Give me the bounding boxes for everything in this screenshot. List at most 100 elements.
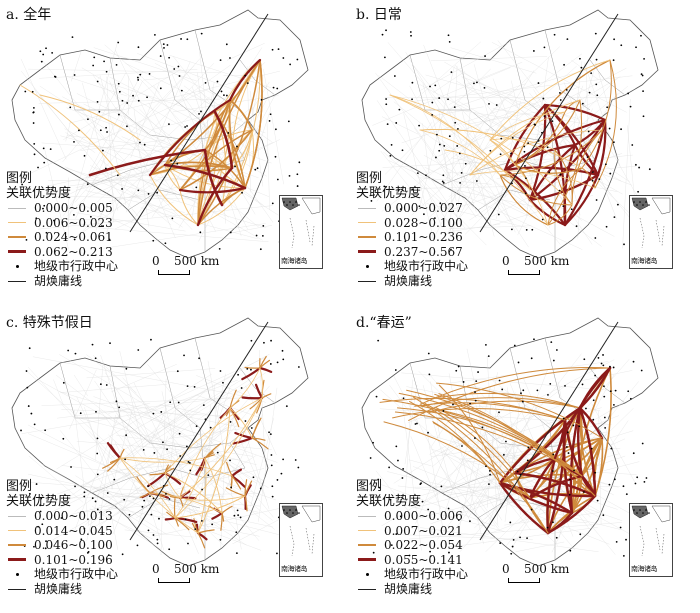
panel-title: a. 全年 — [6, 7, 52, 23]
legend-line-symbol — [6, 538, 28, 552]
city-dot — [103, 60, 105, 63]
flow-line — [109, 444, 122, 460]
city-dot — [641, 442, 644, 445]
flow-line — [489, 139, 516, 166]
flow-line — [573, 143, 600, 177]
city-dot — [223, 94, 225, 97]
city-dot — [602, 364, 605, 367]
city-dot — [268, 431, 270, 434]
city-dot — [427, 508, 430, 511]
flow-line — [196, 166, 234, 227]
city-dot — [484, 55, 486, 57]
legend-line-symbol — [356, 230, 378, 244]
legend-class-row: 0.000~0.027 — [356, 201, 468, 216]
legend-line-symbol — [6, 553, 28, 567]
city-dot — [35, 217, 38, 220]
city-dot — [93, 56, 96, 59]
city-dot — [454, 121, 457, 124]
city-dot — [269, 363, 272, 365]
city-dot — [408, 554, 411, 557]
city-dot — [150, 513, 153, 516]
city-dot — [477, 371, 479, 373]
scale-zero: 0 — [152, 562, 160, 576]
inset-label: 南海诸岛 — [281, 257, 308, 265]
city-dot — [458, 152, 461, 155]
city-dot — [418, 124, 421, 127]
city-dot — [176, 370, 179, 373]
flow-line — [229, 407, 253, 439]
city-dot — [73, 74, 76, 76]
flow-line — [547, 407, 581, 534]
city-dot — [256, 167, 259, 170]
city-dot — [489, 149, 492, 152]
flow-line — [434, 393, 596, 497]
flow-line — [203, 148, 224, 207]
city-dot — [401, 149, 404, 152]
city-dot — [94, 500, 97, 503]
city-dot — [124, 458, 127, 461]
city-dot — [581, 383, 584, 386]
city-dot — [183, 354, 185, 357]
city-dot — [390, 544, 393, 547]
flow-line — [469, 99, 581, 176]
city-dot — [594, 32, 597, 35]
city-dot — [608, 483, 611, 486]
flow-line — [19, 84, 121, 176]
city-dot — [377, 339, 380, 342]
city-dot — [483, 86, 486, 89]
city-dot — [105, 70, 108, 73]
city-dot — [383, 185, 386, 188]
legend-class-label: 0.024~0.061 — [34, 230, 113, 244]
city-dot — [62, 437, 65, 440]
city-dot — [411, 98, 413, 101]
legend-class-row: 0.062~0.213 — [6, 245, 118, 260]
city-dot — [171, 217, 174, 220]
city-dot — [200, 32, 203, 35]
city-dot — [642, 90, 644, 93]
legend-class-label: 0.006~0.023 — [34, 215, 113, 230]
city-dot — [559, 173, 562, 176]
city-dot — [469, 520, 471, 523]
city-dot — [532, 50, 535, 52]
city-dot — [32, 122, 35, 124]
legend-line-symbol — [6, 524, 28, 538]
legend-hu-label: 胡焕庸线 — [34, 581, 83, 596]
flow-line — [119, 457, 233, 477]
map-panel-3: c. 特殊节假日 图例 关联优势度 0.000~0.013 0.014~0.045 0.0… — [0, 308, 345, 610]
city-dot — [632, 452, 635, 455]
city-dot — [622, 485, 625, 488]
city-dot — [632, 360, 635, 363]
city-dot — [590, 447, 593, 450]
flow-line — [136, 476, 151, 494]
city-dot — [178, 432, 181, 435]
city-dot — [220, 90, 223, 93]
city-dot — [229, 459, 231, 462]
city-dot — [137, 349, 140, 351]
city-dot — [219, 59, 222, 62]
flow-map — [361, 9, 659, 259]
city-dot — [268, 120, 271, 122]
flow-line — [554, 149, 573, 206]
city-dot — [277, 48, 280, 50]
city-dot — [227, 132, 230, 134]
city-dot — [271, 48, 274, 51]
city-dot — [21, 183, 24, 186]
flow-line — [204, 452, 214, 459]
legend-hu-row: 胡焕庸线 — [356, 274, 468, 289]
city-dot — [580, 66, 583, 69]
city-dot — [552, 453, 555, 456]
city-dot — [125, 367, 128, 370]
city-dot — [123, 498, 126, 501]
scale-distance: 500 km — [174, 562, 220, 576]
city-dot — [104, 167, 107, 170]
legend-class-row: 0.055~0.141 — [356, 553, 468, 568]
scale-zero: 0 — [502, 562, 510, 576]
south-china-sea-inset: 南海诸岛 — [279, 503, 323, 577]
flow-line — [229, 407, 240, 428]
city-dot — [136, 76, 139, 79]
city-dot — [106, 131, 108, 133]
city-dot — [137, 79, 140, 81]
city-dot — [201, 488, 204, 491]
city-dot — [634, 163, 637, 166]
city-dot — [435, 133, 438, 136]
